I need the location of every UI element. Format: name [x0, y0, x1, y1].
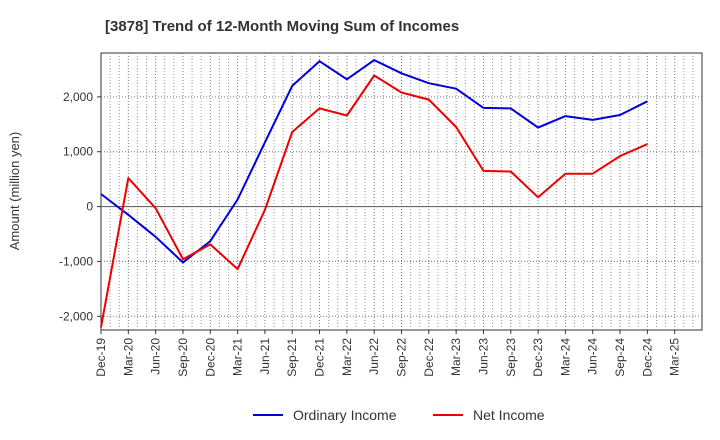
x-axis-ticks: Dec-19 Mar-20 Jun-20 Sep-20 Dec-20 Mar-21 Jun-…	[94, 330, 682, 377]
x-tick-label: Dec-22	[422, 338, 436, 377]
y-tick-label: -1,000	[59, 254, 93, 268]
x-tick-label: Mar-22	[340, 338, 354, 376]
x-tick-label: Mar-20	[121, 338, 135, 376]
x-tick-label: Dec-23	[531, 338, 545, 377]
x-tick-label: Mar-21	[231, 338, 245, 376]
y-axis-ticks: 2,000 1,000 0 -1,000 -2,000	[59, 90, 101, 323]
x-tick-label: Dec-19	[94, 338, 108, 377]
x-tick-label: Mar-23	[449, 338, 463, 376]
x-tick-label: Dec-24	[640, 338, 654, 377]
x-tick-label: Jun-20	[149, 338, 163, 375]
legend-label-ordinary-income: Ordinary Income	[293, 407, 397, 423]
x-tick-label: Sep-24	[613, 338, 627, 377]
x-tick-label: Jun-24	[586, 338, 600, 375]
x-tick-label: Dec-21	[313, 338, 327, 377]
x-tick-label: Jun-22	[367, 338, 381, 375]
y-tick-label: -2,000	[59, 309, 93, 323]
x-tick-label: Dec-20	[203, 338, 217, 377]
y-axis-label: Amount (million yen)	[7, 132, 22, 251]
y-tick-label: 2,000	[63, 90, 93, 104]
x-tick-label: Sep-22	[395, 338, 409, 377]
x-tick-label: Sep-20	[176, 338, 190, 377]
chart-title: [3878] Trend of 12-Month Moving Sum of I…	[105, 18, 459, 35]
y-tick-label: 1,000	[63, 145, 93, 159]
y-tick-label: 0	[86, 200, 93, 214]
series-lines	[100, 59, 648, 328]
x-tick-label: Mar-25	[668, 338, 682, 376]
legend: Ordinary Income Net Income	[253, 407, 545, 423]
x-tick-label: Sep-21	[285, 338, 299, 377]
legend-label-net-income: Net Income	[473, 407, 545, 423]
x-tick-label: Mar-24	[558, 338, 572, 376]
x-tick-label: Sep-23	[504, 338, 518, 377]
x-tick-label: Jun-21	[258, 338, 272, 375]
grid	[101, 53, 702, 330]
x-tick-label: Jun-23	[476, 338, 490, 375]
